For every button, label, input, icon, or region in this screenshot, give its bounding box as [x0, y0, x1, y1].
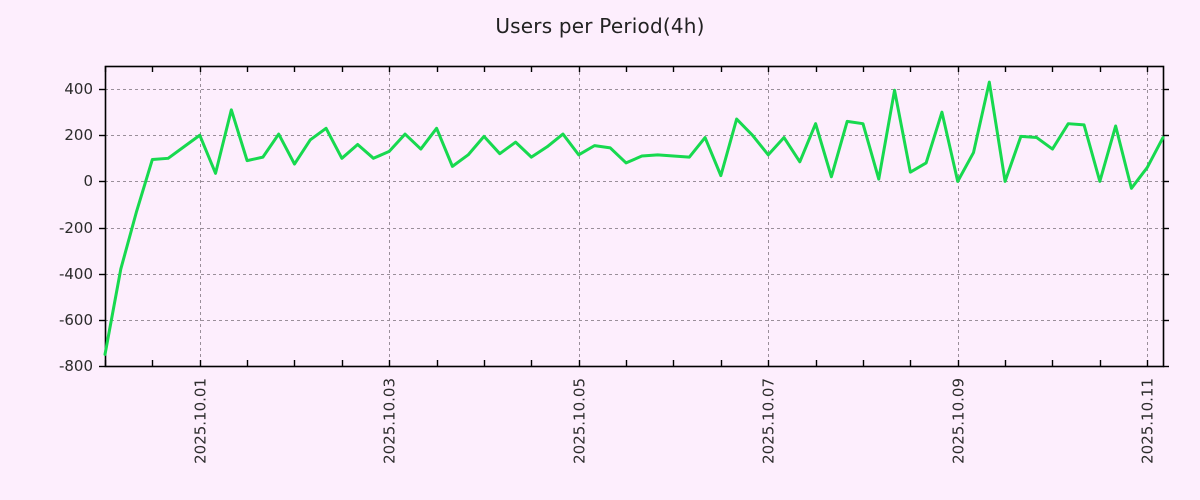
x-axis-tick-label: 2025.10.11 — [1139, 378, 1157, 464]
y-axis-tick-label: 200 — [64, 126, 93, 144]
x-axis-labels: 2025.10.01 2025.10.03 2025.10.05 2025.10.07… — [192, 378, 1157, 464]
y-axis-tick-label: -600 — [59, 311, 93, 329]
x-axis-tick-label: 2025.10.05 — [571, 378, 589, 464]
y-axis-tick-label: -400 — [59, 265, 93, 283]
data-line-users-per-period — [103, 80, 1165, 356]
y-axis-tick-label: 400 — [64, 80, 93, 98]
y-axis-tick-label: -200 — [59, 219, 93, 237]
grid-layer — [105, 66, 1163, 367]
y-axis-tick-label: -800 — [59, 357, 93, 375]
plot-frame — [104, 65, 1165, 368]
x-axis-tick-label: 2025.10.09 — [950, 378, 968, 464]
y-axis-tick-label: 0 — [83, 172, 93, 190]
chart-title: Users per Period(4h) — [495, 14, 705, 38]
x-axis-tick-label: 2025.10.03 — [381, 378, 399, 464]
y-axis-labels: 400 200 0 -200 -400 -600 -800 — [59, 80, 93, 375]
data-series-layer — [103, 80, 1165, 356]
x-axis-tick-label: 2025.10.07 — [760, 378, 778, 464]
x-axis-tick-label: 2025.10.01 — [192, 378, 210, 464]
